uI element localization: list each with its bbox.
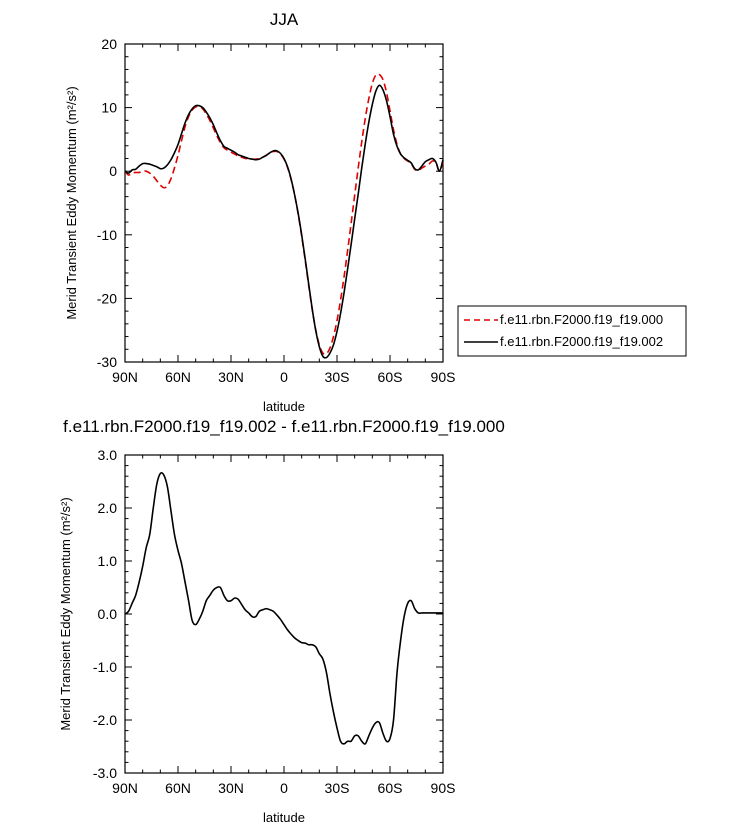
bottom-x-tick-label-1: 60N: [165, 780, 191, 796]
legend-label-series-0: f.e11.rbn.F2000.f19_f19.000: [500, 312, 663, 327]
bottom-chart-y-axis-title: Merid Transient Eddy Momentum (m²/s²): [58, 497, 73, 730]
bottom-y-tick-label-0: 3.0: [98, 447, 118, 463]
bottom-series-line-0: [124, 472, 443, 745]
top-y-tick-label-0: 20: [101, 36, 117, 52]
top-chart-x-axis-title: latitude: [263, 399, 305, 414]
bottom-chart-title: f.e11.rbn.F2000.f19_f19.002 - f.e11.rbn.…: [63, 417, 505, 436]
top-y-tick-label-3: -10: [97, 227, 117, 243]
top-y-tick-label-2: 0: [109, 163, 117, 179]
bottom-y-tick-label-2: 1.0: [98, 553, 118, 569]
bottom-x-tick-label-6: 90S: [431, 780, 456, 796]
top-y-tick-label-5: -30: [97, 354, 117, 370]
bottom-y-tick-label-5: -2.0: [93, 712, 117, 728]
top-chart-panel: JJA 90N 60N 30N 0 30S 60S 90S 20 10 0 -10 -20 -30 la…: [64, 10, 687, 414]
bottom-chart-plot-area: [124, 454, 444, 774]
bottom-y-tick-label-3: 0.0: [98, 606, 118, 622]
bottom-x-tick-label-2: 30N: [218, 780, 244, 796]
legend-box: [457, 305, 687, 357]
bottom-y-tick-label-6: -3.0: [93, 765, 117, 781]
top-x-tick-label-4: 30S: [325, 369, 350, 385]
bottom-x-tick-label-5: 60S: [378, 780, 403, 796]
top-series-line-0: [124, 73, 444, 356]
bottom-y-tick-label-4: -1.0: [93, 659, 117, 675]
bottom-x-tick-label-3: 0: [280, 780, 288, 796]
top-x-tick-label-6: 90S: [431, 369, 456, 385]
top-chart-title: JJA: [270, 10, 299, 29]
top-x-tick-label-2: 30N: [218, 369, 244, 385]
top-x-tick-label-5: 60S: [378, 369, 403, 385]
bottom-chart-x-axis-title: latitude: [263, 810, 305, 825]
top-x-tick-label-1: 60N: [165, 369, 191, 385]
top-y-tick-label-1: 10: [101, 100, 117, 116]
bottom-x-tick-label-0: 90N: [112, 780, 138, 796]
top-x-tick-label-0: 90N: [112, 369, 138, 385]
bottom-y-tick-label-1: 2.0: [98, 500, 118, 516]
top-chart-legend: f.e11.rbn.F2000.f19_f19.000 f.e11.rbn.F2…: [457, 305, 687, 357]
top-y-tick-label-4: -20: [97, 290, 117, 306]
top-chart-plot-area: [124, 43, 444, 363]
bottom-chart-panel: f.e11.rbn.F2000.f19_f19.002 - f.e11.rbn.…: [58, 417, 505, 825]
top-x-tick-label-3: 0: [280, 369, 288, 385]
top-series-line-1: [124, 84, 444, 359]
legend-label-series-1: f.e11.rbn.F2000.f19_f19.002: [500, 334, 663, 349]
top-chart-y-axis-title: Merid Transient Eddy Momentum (m²/s²): [64, 86, 79, 319]
bottom-x-tick-label-4: 30S: [325, 780, 350, 796]
